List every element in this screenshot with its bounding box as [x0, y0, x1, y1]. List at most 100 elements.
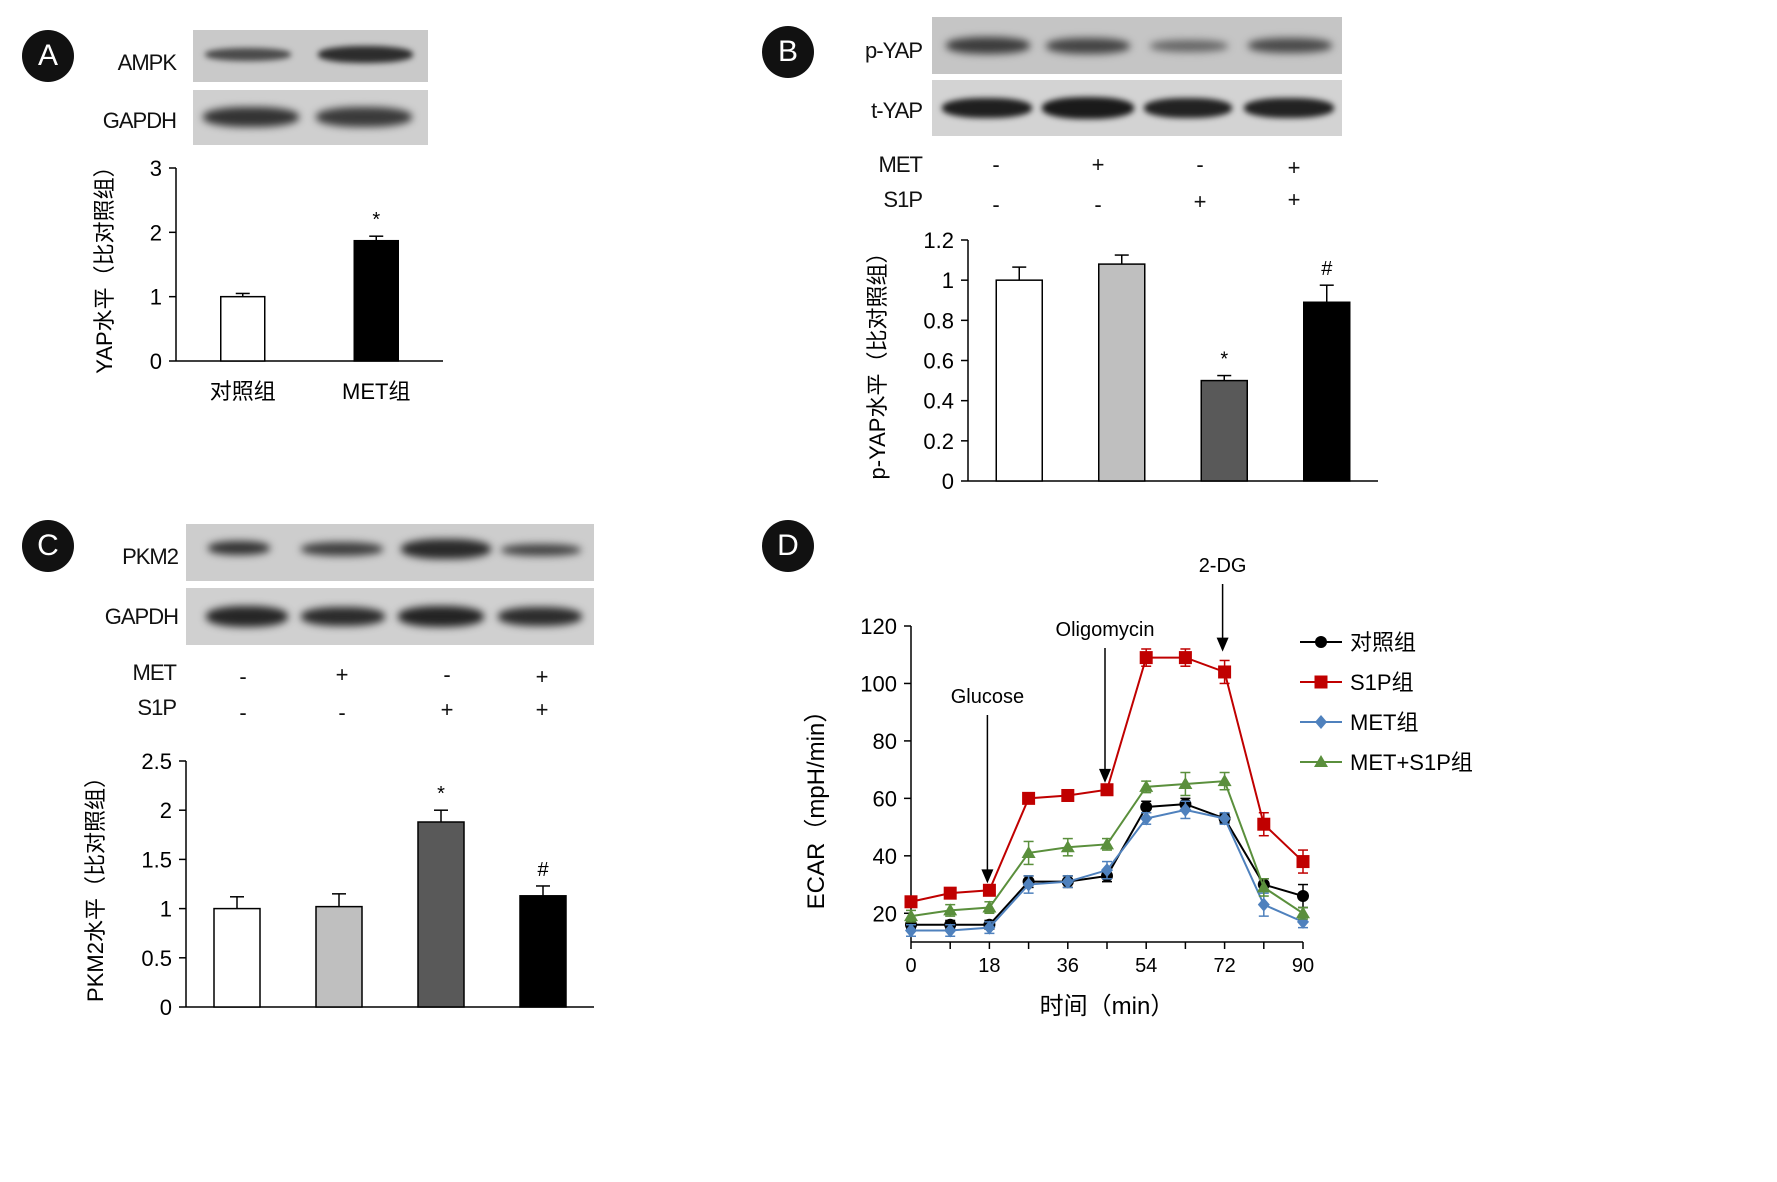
condition-label-s1p-c: S1P	[137, 695, 177, 720]
y-axis-label: ECAR（mpH/min）	[803, 699, 830, 910]
significance-mark: *	[1220, 349, 1228, 371]
data-point	[1257, 897, 1270, 912]
x-tick-label: 54	[1135, 955, 1157, 977]
condition-label-met-c: MET	[132, 660, 177, 685]
data-point	[905, 923, 917, 938]
annotation-arrowhead	[1099, 768, 1111, 783]
data-point	[1257, 817, 1271, 831]
data-point	[1314, 755, 1328, 767]
data-point	[904, 895, 918, 909]
annotation-arrowhead	[981, 869, 994, 884]
y-tick-label: 1	[150, 285, 162, 310]
data-point	[1296, 906, 1310, 919]
data-point	[1315, 715, 1327, 729]
data-point	[1021, 845, 1036, 858]
y-tick-label: 0.6	[923, 349, 954, 374]
condition-sign: +	[535, 664, 549, 689]
blot-label-pkm2: PKM2	[122, 544, 179, 569]
data-point	[1179, 802, 1192, 817]
data-point	[1101, 863, 1113, 878]
blot-label-p-yap: p-YAP	[865, 38, 923, 63]
condition-sign: -	[239, 700, 247, 725]
legend-label: MET+S1P组	[1350, 750, 1473, 775]
x-axis-label: 时间（min）	[1040, 993, 1175, 1020]
y-tick-label: 0.2	[923, 429, 954, 454]
data-point	[1061, 788, 1075, 802]
legend-label: S1P组	[1350, 670, 1414, 695]
data-point	[1061, 874, 1074, 889]
data-point	[982, 883, 996, 897]
data-point	[983, 920, 996, 935]
data-point	[1100, 837, 1114, 850]
panel-b-badge: B	[762, 26, 814, 78]
y-tick-label: 40	[873, 844, 897, 869]
y-axis-label: YAP水平（比对照组）	[92, 155, 117, 373]
condition-sign: +	[335, 662, 349, 687]
y-axis-label: PKM2水平（比对照组）	[83, 766, 108, 1002]
y-axis-label: p-YAP水平（比对照组）	[865, 242, 890, 480]
y-tick-label: 1.2	[923, 228, 954, 253]
data-point	[904, 909, 918, 922]
y-tick-label: 0	[160, 995, 172, 1020]
data-point	[1178, 651, 1192, 665]
bar	[995, 279, 1043, 482]
condition-label-s1p-b: S1P	[883, 187, 923, 212]
data-point	[1296, 855, 1310, 869]
condition-sign: +	[440, 697, 454, 722]
y-tick-label: 2	[150, 220, 162, 245]
western-blot-gapdh-c	[186, 588, 594, 645]
data-point	[944, 923, 957, 938]
western-blot-t-yap	[932, 80, 1342, 136]
data-point	[1060, 840, 1075, 853]
x-tick-label: 18	[978, 955, 1000, 977]
data-point	[1314, 675, 1328, 689]
blot-label-t-yap: t-YAP	[871, 98, 923, 123]
data-point	[1022, 791, 1036, 805]
condition-sign: -	[338, 700, 346, 725]
condition-sign: -	[239, 664, 247, 689]
bar	[417, 821, 465, 1008]
y-tick-label: 1	[942, 268, 954, 293]
condition-sign: -	[443, 662, 451, 687]
bar	[220, 295, 266, 362]
blot-label-gapdh-c: GAPDH	[104, 604, 179, 629]
condition-sign: -	[1196, 152, 1204, 177]
significance-mark: *	[437, 783, 445, 805]
significance-mark: *	[372, 209, 380, 231]
bar	[213, 907, 261, 1008]
significance-mark: #	[537, 859, 549, 881]
y-tick-label: 60	[873, 786, 897, 811]
data-point	[1217, 774, 1232, 787]
x-tick-label: 36	[1057, 955, 1079, 977]
data-point	[1139, 651, 1153, 665]
y-tick-label: 3	[150, 156, 162, 181]
data-point	[1139, 779, 1154, 792]
x-tick-label: 90	[1292, 955, 1314, 977]
panel-a-badge: A	[22, 30, 74, 82]
western-blot-pkm2	[186, 524, 594, 581]
y-tick-label: 0.8	[923, 308, 954, 333]
condition-sign: +	[1287, 187, 1301, 212]
data-point	[1178, 777, 1193, 789]
y-tick-label: 0.5	[141, 946, 172, 971]
y-tick-label: 2	[160, 798, 172, 823]
data-point	[1218, 811, 1231, 826]
bar	[1303, 301, 1351, 482]
data-point	[1218, 665, 1232, 679]
condition-sign: -	[992, 192, 1000, 217]
x-tick-label: 72	[1213, 955, 1235, 977]
data-point	[1315, 636, 1327, 648]
y-tick-label: 100	[860, 671, 897, 696]
condition-label-met-b: MET	[878, 152, 923, 177]
condition-sign: -	[1094, 192, 1102, 217]
x-tick-label: MET组	[342, 379, 410, 404]
blot-label-ampk: AMPK	[117, 50, 177, 75]
condition-sign: +	[1287, 155, 1301, 180]
data-point	[1022, 877, 1035, 892]
y-tick-label: 1.5	[141, 847, 172, 872]
annotation-label: Glucose	[951, 686, 1024, 708]
data-point	[1256, 880, 1271, 893]
